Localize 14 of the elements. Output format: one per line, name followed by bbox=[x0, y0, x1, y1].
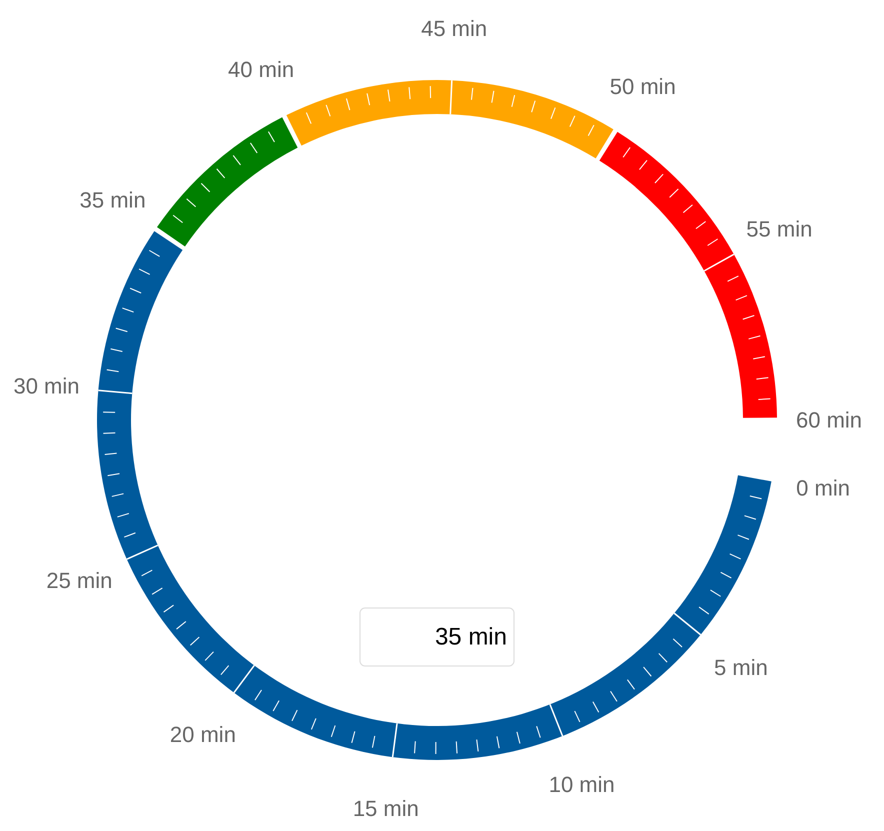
text: 45 min bbox=[421, 16, 488, 41]
text: 5 min bbox=[714, 655, 768, 680]
text: 60 min bbox=[796, 408, 862, 432]
text: 35 min bbox=[80, 187, 146, 212]
text: 0 min bbox=[796, 476, 850, 501]
text: 25 min bbox=[46, 568, 112, 593]
text: 20 min bbox=[170, 722, 236, 747]
text: 55 min bbox=[746, 216, 812, 242]
text: 30 min bbox=[13, 373, 80, 398]
text: 50 min bbox=[610, 74, 676, 99]
text: 35 min bbox=[434, 624, 507, 650]
text: 10 min bbox=[548, 772, 615, 797]
text: 40 min bbox=[228, 57, 294, 82]
text: 15 min bbox=[352, 796, 419, 822]
